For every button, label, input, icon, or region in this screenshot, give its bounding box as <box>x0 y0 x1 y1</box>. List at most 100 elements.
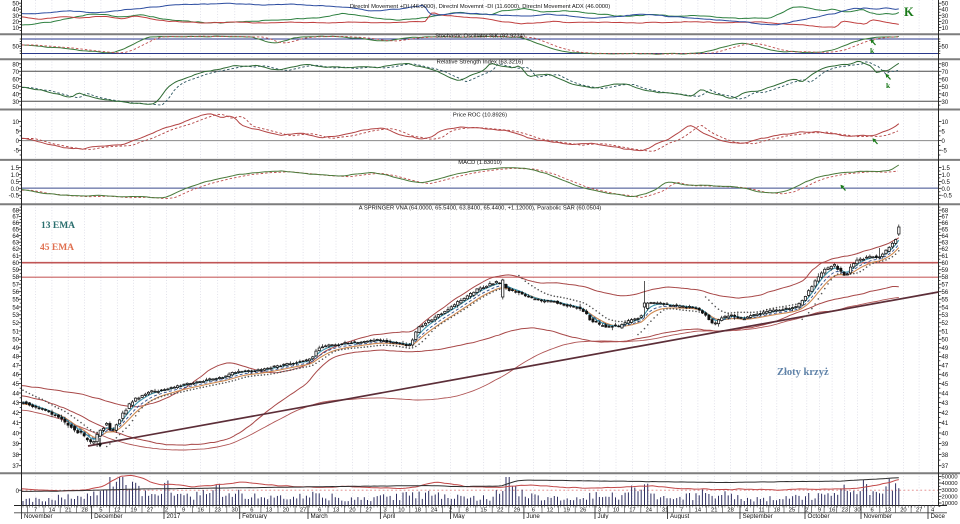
svg-text:0: 0 <box>16 139 20 145</box>
svg-text:13: 13 <box>266 508 272 514</box>
svg-text:49: 49 <box>12 346 19 352</box>
svg-text:60: 60 <box>12 77 19 83</box>
svg-text:2017: 2017 <box>167 513 181 519</box>
svg-text:25: 25 <box>789 508 795 514</box>
svg-text:49: 49 <box>942 346 949 352</box>
svg-text:52: 52 <box>942 321 949 327</box>
svg-text:48: 48 <box>12 355 19 361</box>
svg-text:43: 43 <box>12 401 19 407</box>
svg-text:11: 11 <box>759 508 765 514</box>
svg-text:38: 38 <box>12 453 19 459</box>
svg-text:64: 64 <box>12 234 19 240</box>
svg-text:53: 53 <box>12 313 19 319</box>
svg-text:18: 18 <box>774 508 780 514</box>
svg-text:10: 10 <box>613 508 619 514</box>
svg-text:39: 39 <box>942 442 949 448</box>
svg-text:42: 42 <box>12 411 19 417</box>
svg-text:-0.5: -0.5 <box>9 194 20 200</box>
svg-text:45 EMA: 45 EMA <box>40 243 74 253</box>
svg-text:52: 52 <box>12 321 19 327</box>
svg-text:31: 31 <box>662 508 668 514</box>
svg-text:24: 24 <box>431 508 438 514</box>
svg-text:80: 80 <box>942 62 949 68</box>
svg-text:19: 19 <box>130 508 136 514</box>
svg-text:September: September <box>743 513 773 519</box>
svg-text:57: 57 <box>12 283 19 289</box>
svg-text:40: 40 <box>12 431 19 437</box>
svg-text:13: 13 <box>333 508 339 514</box>
svg-text:10: 10 <box>12 120 19 126</box>
svg-text:30: 30 <box>942 14 949 20</box>
svg-text:53: 53 <box>942 313 949 319</box>
svg-text:k: k <box>870 46 875 55</box>
svg-text:68: 68 <box>942 208 949 214</box>
svg-text:40000: 40000 <box>942 481 958 487</box>
svg-text:October: October <box>808 513 830 519</box>
svg-text:30: 30 <box>232 508 238 514</box>
svg-text:Dece: Dece <box>931 513 946 519</box>
svg-text:50000: 50000 <box>942 475 958 481</box>
svg-text:27: 27 <box>916 508 922 514</box>
svg-text:65: 65 <box>942 227 949 233</box>
svg-text:50: 50 <box>12 2 19 8</box>
svg-text:August: August <box>670 513 690 519</box>
svg-text:April: April <box>383 513 395 519</box>
svg-text:80: 80 <box>12 62 19 68</box>
svg-text:57: 57 <box>942 283 949 289</box>
svg-text:63: 63 <box>12 241 19 247</box>
svg-text:50: 50 <box>942 45 949 51</box>
svg-text:15: 15 <box>480 508 486 514</box>
svg-text:27: 27 <box>366 508 372 514</box>
svg-text:K: K <box>904 5 914 19</box>
svg-text:20: 20 <box>349 508 355 514</box>
svg-text:40: 40 <box>12 92 19 98</box>
svg-text:20: 20 <box>283 508 289 514</box>
svg-text:18: 18 <box>415 508 421 514</box>
svg-text:41: 41 <box>12 421 19 427</box>
svg-text:66: 66 <box>12 221 19 227</box>
svg-text:60: 60 <box>942 77 949 83</box>
svg-text:14: 14 <box>49 508 56 514</box>
svg-text:26: 26 <box>580 508 586 514</box>
svg-text:30: 30 <box>12 100 19 106</box>
svg-text:43: 43 <box>942 401 949 407</box>
svg-text:10: 10 <box>942 26 949 32</box>
svg-text:November: November <box>24 513 53 519</box>
svg-text:2: 2 <box>805 508 808 514</box>
svg-text:66: 66 <box>942 221 949 227</box>
svg-text:17: 17 <box>629 508 635 514</box>
svg-text:1.5: 1.5 <box>942 166 951 172</box>
svg-text:MACD (1.83010): MACD (1.83010) <box>458 160 502 166</box>
svg-text:44: 44 <box>12 391 19 397</box>
svg-text:48: 48 <box>942 355 949 361</box>
svg-text:62: 62 <box>942 247 949 253</box>
svg-text:40: 40 <box>942 92 949 98</box>
svg-text:23: 23 <box>842 508 848 514</box>
svg-text:55: 55 <box>942 298 949 304</box>
svg-text:70: 70 <box>942 70 949 76</box>
svg-text:14: 14 <box>695 508 702 514</box>
svg-text:8: 8 <box>465 508 468 514</box>
svg-text:1.5: 1.5 <box>11 166 20 172</box>
svg-text:5: 5 <box>942 130 946 136</box>
svg-text:Price ROC (10.8926): Price ROC (10.8926) <box>453 112 507 118</box>
svg-text:0.0: 0.0 <box>11 187 20 193</box>
svg-text:40: 40 <box>942 431 949 437</box>
svg-text:29: 29 <box>514 508 520 514</box>
svg-text:20: 20 <box>942 20 949 26</box>
svg-text:10: 10 <box>398 508 404 514</box>
svg-text:24: 24 <box>646 508 653 514</box>
svg-text:4: 4 <box>931 508 935 514</box>
svg-text:54: 54 <box>942 305 949 311</box>
svg-text:64: 64 <box>942 234 949 240</box>
svg-text:13 EMA: 13 EMA <box>41 221 75 231</box>
svg-text:19: 19 <box>563 508 569 514</box>
svg-text:10: 10 <box>12 26 19 32</box>
svg-text:28: 28 <box>81 508 87 514</box>
svg-text:7: 7 <box>34 508 37 514</box>
svg-text:February: February <box>242 513 268 519</box>
svg-text:20: 20 <box>900 508 906 514</box>
svg-text:50: 50 <box>942 85 949 91</box>
svg-text:0.5: 0.5 <box>942 180 951 186</box>
svg-text:5: 5 <box>16 130 20 136</box>
